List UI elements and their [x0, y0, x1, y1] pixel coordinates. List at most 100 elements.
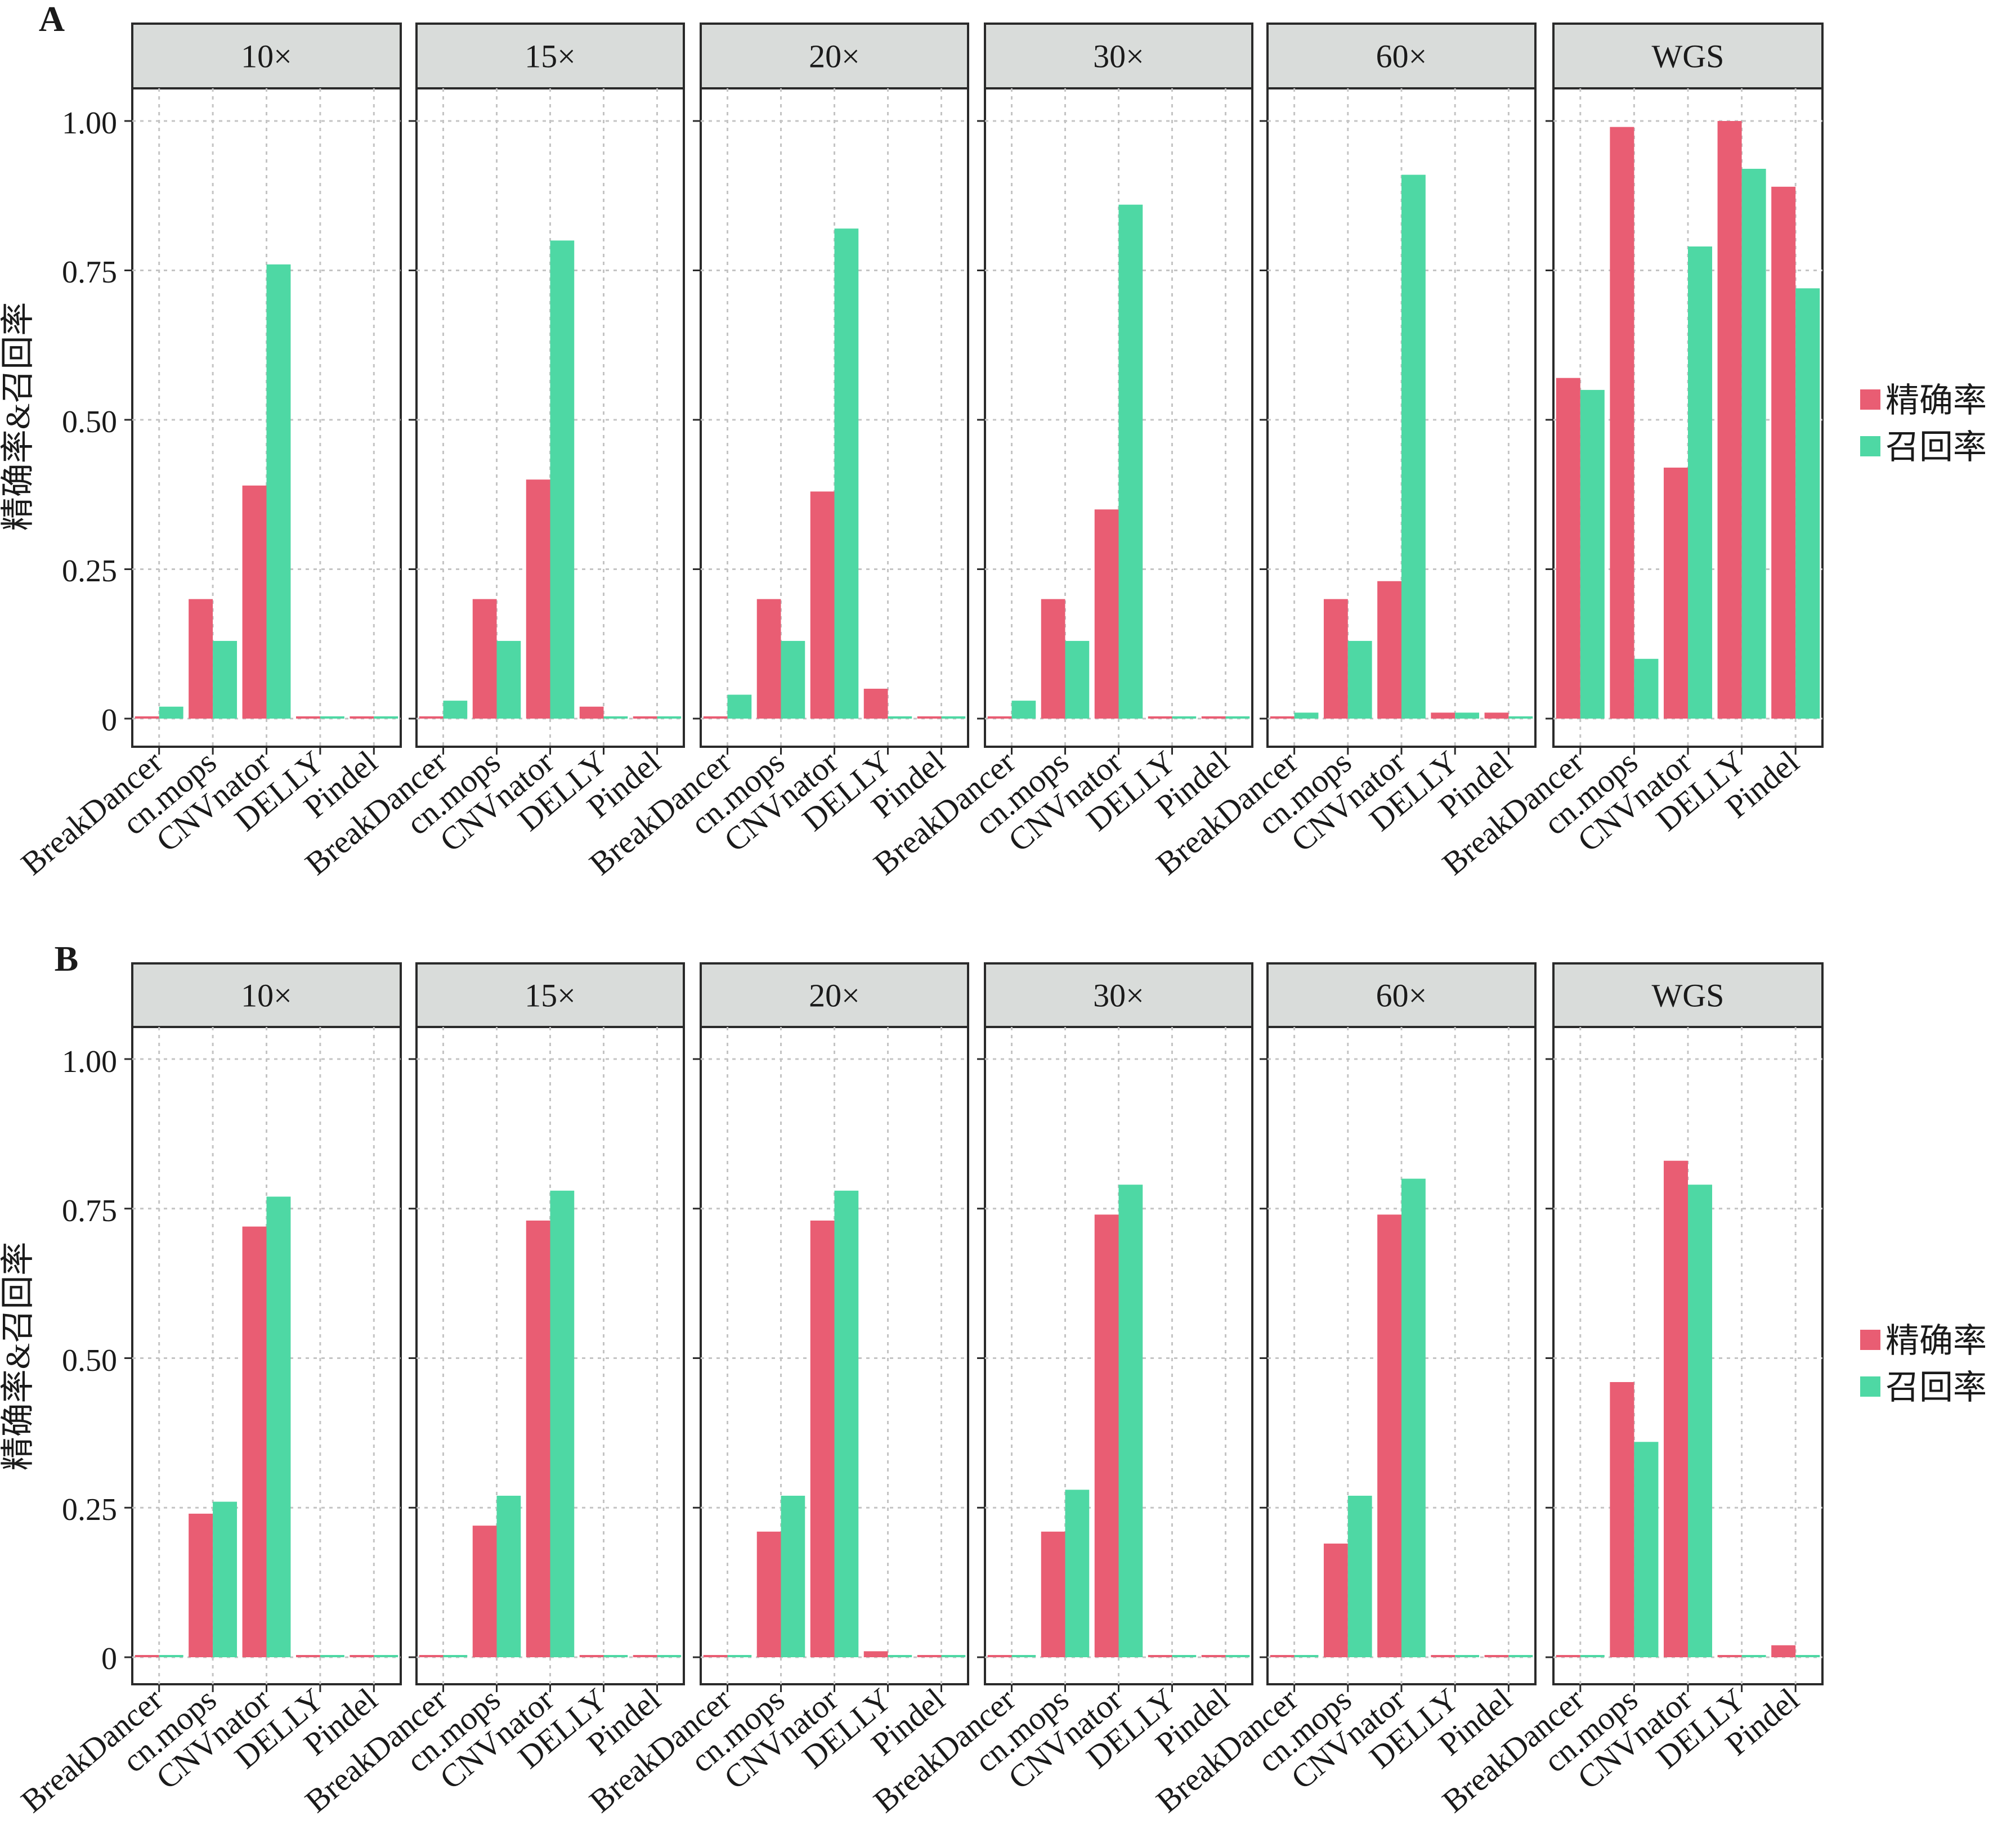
bar [320, 1655, 344, 1657]
bar [1717, 1655, 1742, 1657]
bar [1634, 658, 1659, 719]
bar [213, 640, 238, 719]
y-axis-label-b: 精确率&召回率 [0, 1242, 37, 1471]
bar [917, 1655, 942, 1657]
bar [1377, 581, 1401, 719]
bar [834, 228, 859, 719]
bar [1172, 1655, 1197, 1657]
bar [159, 1655, 183, 1657]
bar [810, 491, 835, 719]
bar [1401, 1178, 1426, 1657]
bar [242, 485, 267, 719]
y-tick-label: 0.50 [62, 405, 117, 439]
bar [1771, 1645, 1796, 1657]
bar [350, 1655, 374, 1657]
y-tick-labels-b: 0 0.25 0.50 0.75 1.00 [62, 1044, 117, 1676]
bar [633, 716, 657, 719]
bar [1580, 389, 1605, 719]
facet-strip [1266, 23, 1537, 89]
legend-swatch-precision [1860, 389, 1880, 410]
y-tick-label: 0 [101, 1641, 117, 1676]
bar [472, 1526, 497, 1657]
bar [1172, 716, 1197, 719]
bar [135, 716, 159, 719]
bar [1688, 1185, 1713, 1657]
bar [1094, 1214, 1119, 1657]
bar [1118, 204, 1143, 719]
bar [657, 1655, 682, 1657]
bar [1201, 1655, 1226, 1657]
bar [526, 1221, 550, 1657]
bar [756, 599, 781, 719]
bar [1610, 127, 1634, 719]
bar [443, 701, 468, 719]
bar [579, 1655, 604, 1657]
facet-strip [700, 962, 969, 1028]
bar [1634, 1442, 1659, 1657]
bar [1041, 1531, 1065, 1657]
bar [1270, 716, 1295, 719]
legend-swatch-recall [1860, 436, 1880, 456]
legend-label-precision: 精确率 [1885, 1322, 1987, 1360]
y-tick-label: 1.00 [62, 106, 117, 141]
legend-label-recall: 召回率 [1885, 429, 1987, 466]
y-axis-label-a: 精确率&召回率 [0, 302, 37, 531]
y-tick-label: 0.75 [62, 255, 117, 290]
legend-label-recall: 召回率 [1885, 1369, 1987, 1406]
bar [863, 688, 888, 719]
bar [781, 1495, 805, 1657]
facet-strip [415, 962, 685, 1028]
bar [350, 716, 374, 719]
bar [526, 479, 550, 719]
bar [888, 716, 912, 719]
bar [1795, 288, 1820, 719]
facet-title: 10× [241, 977, 292, 1014]
facet-title: WGS [1652, 977, 1725, 1014]
legend-a: 精确率 召回率 [1860, 382, 1987, 466]
bar [888, 1655, 912, 1657]
facet-title: 10× [241, 38, 292, 75]
y-tick-labels-a: 0 0.25 0.50 0.75 1.00 [62, 106, 117, 738]
bar [1323, 599, 1348, 719]
bar [213, 1501, 238, 1657]
bar [1508, 716, 1533, 719]
bar [810, 1221, 835, 1657]
bar [496, 640, 521, 719]
facet-title: 60× [1376, 977, 1427, 1014]
bar [1663, 1160, 1688, 1657]
bar [834, 1190, 859, 1657]
bar [603, 716, 628, 719]
bar [1431, 712, 1455, 719]
bar [135, 1655, 159, 1657]
y-tick-label: 0.50 [62, 1343, 117, 1378]
bar [1717, 121, 1742, 719]
bar [1347, 1495, 1372, 1657]
bar [633, 1655, 657, 1657]
bar [1484, 712, 1509, 719]
bar [1508, 1655, 1533, 1657]
bar [1118, 1185, 1143, 1657]
facet-strip [1266, 962, 1537, 1028]
panel-label-a: A [39, 0, 65, 39]
bar [1065, 1490, 1090, 1657]
bar [472, 599, 497, 719]
bar [863, 1651, 888, 1657]
bar [1011, 1655, 1036, 1657]
bar [1201, 716, 1226, 719]
bar [1455, 1655, 1480, 1657]
bar [1294, 1655, 1319, 1657]
facet-title: 15× [525, 38, 576, 75]
bar [1663, 467, 1688, 719]
y-tick-label: 0.25 [62, 554, 117, 589]
bar [1795, 1655, 1820, 1657]
bar [1148, 716, 1172, 719]
chart-panel-a: A 精确率&召回率 0 0.25 0.50 0.75 1.00 10×Break… [0, 0, 1824, 882]
bar [1455, 712, 1480, 719]
legend-swatch-precision [1860, 1330, 1880, 1350]
bar [1094, 509, 1119, 719]
bar [1225, 716, 1250, 719]
bar [550, 240, 575, 719]
bar [1041, 599, 1065, 719]
